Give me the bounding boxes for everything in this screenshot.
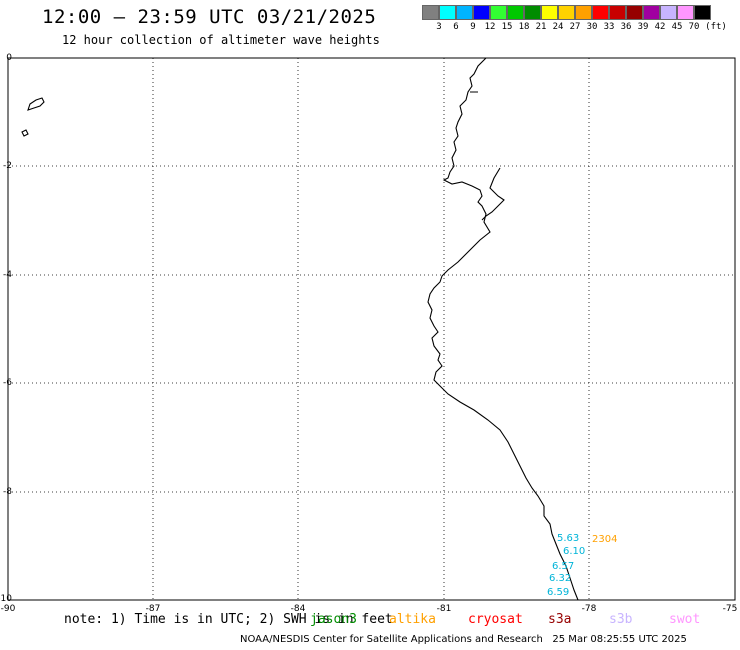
legend-label: 18 — [518, 22, 530, 32]
latitude-tick: -8 — [3, 487, 12, 497]
legend-swatch — [541, 5, 558, 20]
galapagos-small-island — [21, 129, 29, 137]
legend-swatch — [592, 5, 609, 20]
legend-label: 3 — [436, 22, 442, 32]
legend-swatch — [609, 5, 626, 20]
legend-swatch — [626, 5, 643, 20]
generation-timestamp: 25 Mar 08:25:55 UTC 2025 — [552, 634, 687, 645]
legend-label: 27 — [569, 22, 581, 32]
longitude-tick: -90 — [1, 604, 16, 614]
legend-swatch — [422, 5, 439, 20]
legend-label: 36 — [620, 22, 632, 32]
legend-label: 70 — [688, 22, 700, 32]
wave-height-value: 6.59 — [547, 587, 569, 598]
longitude-tick: -81 — [437, 604, 452, 614]
legend-unit: (ft) — [705, 22, 727, 32]
wave-height-value: 6.57 — [552, 561, 574, 572]
legend-label: 6 — [453, 22, 459, 32]
legend-swatch — [558, 5, 575, 20]
legend-label: 39 — [637, 22, 649, 32]
legend-label: 15 — [501, 22, 513, 32]
legend-label: 30 — [586, 22, 598, 32]
footer-note: note: 1) Time is in UTC; 2) SWH is in fe… — [64, 612, 393, 627]
latitude-tick: -10 — [0, 594, 12, 604]
map-title: 12:00 — 23:59 UTC 03/21/2025 — [42, 6, 377, 28]
wave-height-value: 6.10 — [563, 546, 585, 557]
wave-height-value: 6.32 — [549, 573, 571, 584]
longitude-tick: -87 — [146, 604, 161, 614]
legend-swatch — [507, 5, 524, 20]
legend-swatch — [660, 5, 677, 20]
legend-label: 24 — [552, 22, 564, 32]
legend-label: 12 — [484, 22, 496, 32]
legend-label: 33 — [603, 22, 615, 32]
latitude-tick: -4 — [3, 270, 12, 280]
legend-swatch — [490, 5, 507, 20]
legend-swatch — [524, 5, 541, 20]
longitude-tick: -75 — [723, 604, 738, 614]
footer-credit: NOAA/NESDIS Center for Satellite Applica… — [240, 634, 687, 645]
satellite-name: s3b — [609, 612, 633, 627]
graticule — [8, 58, 735, 600]
legend-swatch — [677, 5, 694, 20]
color-scale-legend — [422, 5, 711, 20]
legend-swatch — [694, 5, 711, 20]
gulf-coast — [470, 91, 505, 221]
pass-time-label: 2304 — [592, 534, 617, 545]
satellite-name: altika — [389, 612, 436, 627]
observation-labels: 5.63 6.10 6.576.32 6.59 — [547, 533, 585, 598]
legend-swatch — [575, 5, 592, 20]
latitude-tick: 0 — [6, 53, 12, 63]
satellite-name: swot — [669, 612, 701, 627]
map-subtitle: 12 hour collection of altimeter wave hei… — [62, 33, 380, 47]
legend-label: 21 — [535, 22, 547, 32]
satellite-name: cryosat — [468, 612, 523, 627]
credit-text: NOAA/NESDIS Center for Satellite Applica… — [240, 634, 543, 645]
legend-swatch — [473, 5, 490, 20]
satellite-name: jason3 — [310, 612, 357, 627]
color-scale-labels: 3 6 9 12 15 18 21 24 27 30 33 36 39 42 45 70 (ft) — [422, 22, 740, 34]
latitude-tick-labels: 0 -2 -4 -6 -8 -10 — [0, 53, 12, 604]
coastline — [427, 57, 579, 601]
longitude-tick-labels: -90 -87 -84 -81 -78 -75 — [1, 604, 738, 614]
longitude-tick: -84 — [291, 604, 306, 614]
longitude-tick: -78 — [582, 604, 597, 614]
map-frame — [7, 57, 736, 601]
galapagos-isabela — [27, 97, 45, 111]
latitude-tick: -2 — [3, 161, 12, 171]
wave-height-value: 5.63 — [557, 533, 579, 544]
legend-swatch — [439, 5, 456, 20]
legend-label: 9 — [470, 22, 476, 32]
legend-label: 42 — [654, 22, 666, 32]
legend-label: 45 — [671, 22, 683, 32]
legend-swatch — [456, 5, 473, 20]
latitude-tick: -6 — [3, 378, 12, 388]
satellite-name: s3a — [548, 612, 572, 627]
legend-swatch — [643, 5, 660, 20]
